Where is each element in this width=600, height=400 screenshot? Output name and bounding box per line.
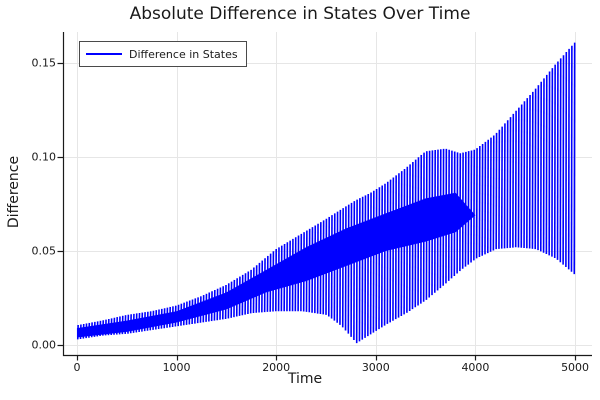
chart-title: Absolute Difference in States Over Time (129, 4, 471, 24)
y-tick-label: 0.15 (31, 56, 57, 70)
x-tick-label: 5000 (561, 361, 590, 374)
x-tick-label: 3000 (361, 361, 390, 374)
legend-label: Difference in States (129, 47, 238, 61)
legend-line-sample (86, 53, 122, 55)
x-tick-label: 1000 (162, 361, 191, 374)
y-tick-label: 0.00 (31, 338, 57, 352)
y-tick-label: 0.05 (31, 244, 57, 258)
y-axis-label: Difference (6, 155, 22, 229)
x-tick-label: 0 (73, 361, 81, 374)
legend: Difference in States (79, 41, 247, 67)
x-axis-label: Time (287, 371, 323, 387)
y-tick-label: 0.10 (31, 150, 57, 164)
x-tick-label: 2000 (262, 361, 291, 374)
x-tick-label: 4000 (461, 361, 490, 374)
